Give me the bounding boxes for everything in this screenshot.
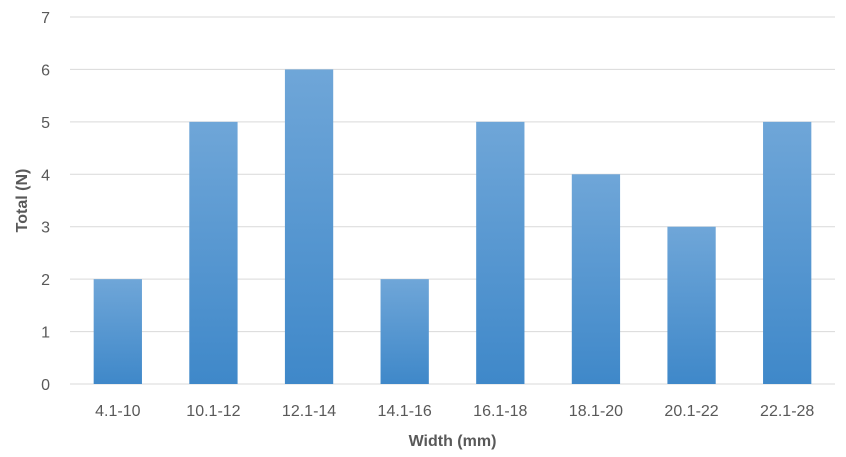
x-tick-label: 16.1-18 (473, 403, 527, 420)
y-axis-title: Total (N) (14, 169, 31, 233)
x-tick-label: 14.1-16 (378, 403, 432, 420)
y-tick-label: 5 (41, 115, 50, 132)
bar (476, 121, 525, 384)
gridlines (70, 16, 835, 385)
x-tick-label: 20.1-22 (664, 403, 718, 420)
bar (763, 121, 812, 384)
x-tick-label: 18.1-20 (569, 403, 623, 420)
y-tick-label: 6 (41, 62, 50, 79)
y-axis-ticks: 0 1 2 3 4 5 6 7 (41, 10, 50, 394)
y-tick-label: 3 (41, 220, 50, 237)
x-tick-label: 22.1-28 (760, 403, 814, 420)
bar (93, 279, 142, 384)
x-tick-label: 12.1-14 (282, 403, 336, 420)
x-tick-label: 10.1-12 (186, 403, 240, 420)
bars (93, 69, 812, 384)
bar (667, 226, 716, 384)
y-tick-label: 7 (41, 10, 50, 27)
x-axis-ticks: 4.1-10 10.1-12 12.1-14 14.1-16 16.1-18 18.1-2… (95, 403, 814, 420)
bar (284, 69, 334, 384)
bar (380, 279, 429, 384)
y-tick-label: 2 (41, 272, 50, 289)
bar (571, 174, 621, 384)
y-tick-label: 1 (41, 325, 50, 342)
x-axis-title: Width (mm) (409, 433, 497, 450)
y-tick-label: 4 (41, 167, 50, 184)
x-tick-label: 4.1-10 (95, 403, 140, 420)
y-tick-label: 0 (41, 377, 50, 394)
bar (189, 121, 238, 384)
